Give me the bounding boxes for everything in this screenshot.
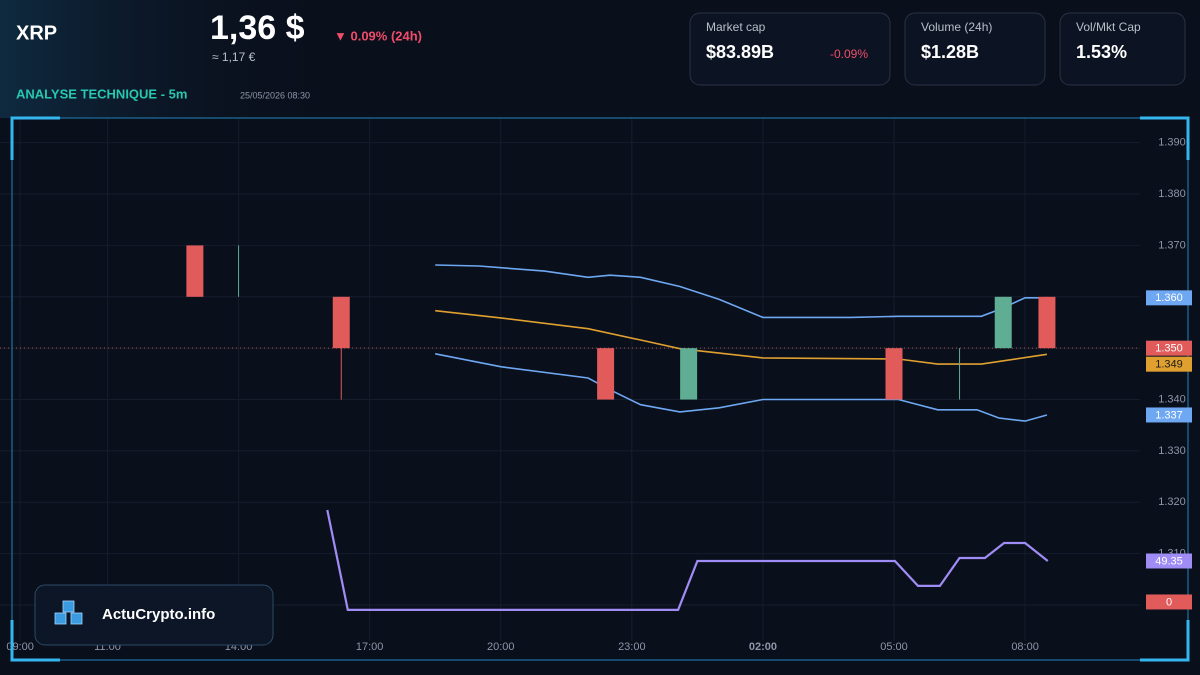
axis-badge: 1.349 (1146, 356, 1192, 372)
badge-label: 1.337 (1155, 409, 1183, 421)
badge-box (1146, 290, 1192, 306)
logo-icon (54, 600, 83, 625)
badge-label: 1.350 (1155, 343, 1183, 355)
badge-label: 1.349 (1155, 359, 1183, 371)
candle-body (680, 348, 698, 400)
card (904, 12, 1046, 86)
card-label: Market cap (706, 20, 766, 34)
x-tick-label: 08:00 (1011, 641, 1039, 653)
card-label: Vol/Mkt Cap (1076, 20, 1141, 34)
y-tick-label: 1.340 (1158, 393, 1186, 405)
frame-corners (10, 116, 1190, 662)
candle-body (597, 348, 615, 400)
indicator-line (326, 509, 1049, 612)
logo-box (34, 584, 274, 646)
badge-box (1146, 356, 1192, 372)
card-value: $83.89B (706, 42, 774, 62)
badge-label: 0 (1166, 596, 1172, 608)
candle-body (885, 348, 903, 400)
axis-badge: 1.350 (1146, 340, 1192, 356)
badge-label: 1.360 (1155, 292, 1183, 304)
card (1059, 12, 1186, 86)
badge-box (1146, 594, 1192, 610)
badge-label: 49.35 (1155, 555, 1183, 567)
card-label: Volume (24h) (921, 20, 992, 34)
y-tick-label: 1.380 (1158, 188, 1186, 200)
card (689, 12, 891, 86)
axis-badge: 1.360 (1146, 290, 1192, 306)
axis-badge: 0 (1146, 594, 1192, 610)
axis-badge: 1.337 (1146, 407, 1192, 423)
price-eur: ≈ 1,17 € (212, 50, 256, 64)
x-tick-label: 17:00 (356, 641, 384, 653)
candle-body (1038, 296, 1056, 349)
card-value: 1.53% (1076, 42, 1127, 62)
badge-box (1146, 407, 1192, 423)
symbol: XRP (16, 22, 57, 44)
badge-box (1146, 340, 1192, 356)
price: 1,36 $ (210, 9, 305, 47)
x-tick-label: 09:00 (6, 641, 34, 653)
analysis-label: ANALYSE TECHNIQUE - 5m (16, 86, 187, 101)
y-tick-label: 1.390 (1158, 137, 1186, 149)
x-tick-label: 20:00 (487, 641, 515, 653)
y-tick-label: 1.370 (1158, 239, 1186, 251)
logo: ActuCrypto.info (34, 584, 274, 646)
x-tick-label: 23:00 (618, 641, 646, 653)
x-tick-label: 02:00 (749, 641, 777, 653)
header-panel (0, 0, 340, 118)
card-value: $1.28B (921, 42, 979, 62)
y-tick-label: 1.330 (1158, 445, 1186, 457)
x-tick-label: 05:00 (880, 641, 908, 653)
price-change: ▼ 0.09% (24h) (334, 28, 422, 43)
indicator-line (435, 353, 1048, 422)
timestamp: 25/05/2026 08:30 (240, 90, 310, 100)
badge-box (1146, 553, 1192, 569)
card-change: -0.09% (830, 47, 868, 61)
indicator-line (435, 264, 1047, 319)
candle-body (332, 296, 350, 349)
logo-text: ActuCrypto.info (102, 606, 215, 623)
axis-badge: 49.35 (1146, 553, 1192, 569)
frame (11, 117, 1189, 661)
y-tick-label: 1.320 (1158, 496, 1186, 508)
candle-body (994, 296, 1012, 349)
candle-body (186, 245, 204, 297)
